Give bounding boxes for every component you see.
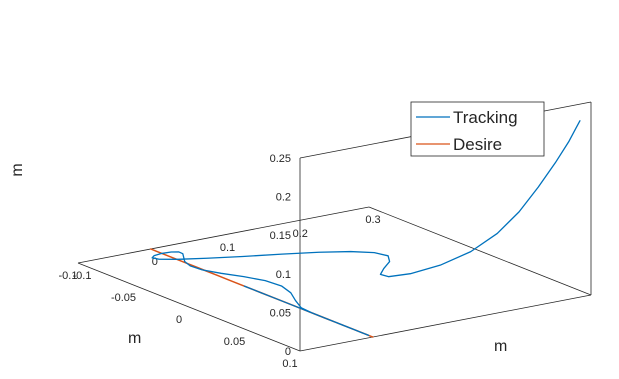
y-tick-label: 0 xyxy=(176,314,182,326)
z-tick-label: 0 xyxy=(285,346,291,358)
legend-label-desire: Desire xyxy=(453,135,502,154)
y-tick-label: 0.05 xyxy=(224,336,245,348)
x-axis-label: m xyxy=(494,338,507,355)
x-tick-label: 0.2 xyxy=(293,228,308,240)
box-edge xyxy=(299,294,592,352)
y-tick-label: -0.1 xyxy=(59,270,78,282)
x-tick-label: 0 xyxy=(152,256,158,268)
y-tick-label: -0.05 xyxy=(111,292,136,304)
y-axis-line xyxy=(77,262,301,352)
legend-box xyxy=(410,101,545,157)
z-tick-label: 0.25 xyxy=(270,153,291,165)
box-edge xyxy=(368,206,592,296)
z-tick-label: 0.15 xyxy=(270,230,291,242)
x-tick-label: 0.3 xyxy=(365,214,380,226)
x-tick-label: 0.1 xyxy=(220,242,235,254)
y-tick-label: 0.1 xyxy=(282,358,297,370)
series-layer xyxy=(150,120,581,338)
z-tick-label: 0.1 xyxy=(276,269,291,281)
z-axis-label: m xyxy=(9,163,26,176)
legend: Tracking Desire xyxy=(410,101,545,157)
tick-labels: -0.100.10.20.3-0.1-0.0500.050.100.050.10… xyxy=(59,153,381,370)
z-tick-label: 0.2 xyxy=(276,192,291,204)
y-axis-label: m xyxy=(128,330,141,347)
legend-label-tracking: Tracking xyxy=(453,108,518,127)
series-line-tracking xyxy=(151,120,581,336)
x-axis-line xyxy=(77,206,370,264)
z-tick-label: 0.05 xyxy=(270,307,291,319)
x-tick-label: -0.1 xyxy=(73,270,92,282)
